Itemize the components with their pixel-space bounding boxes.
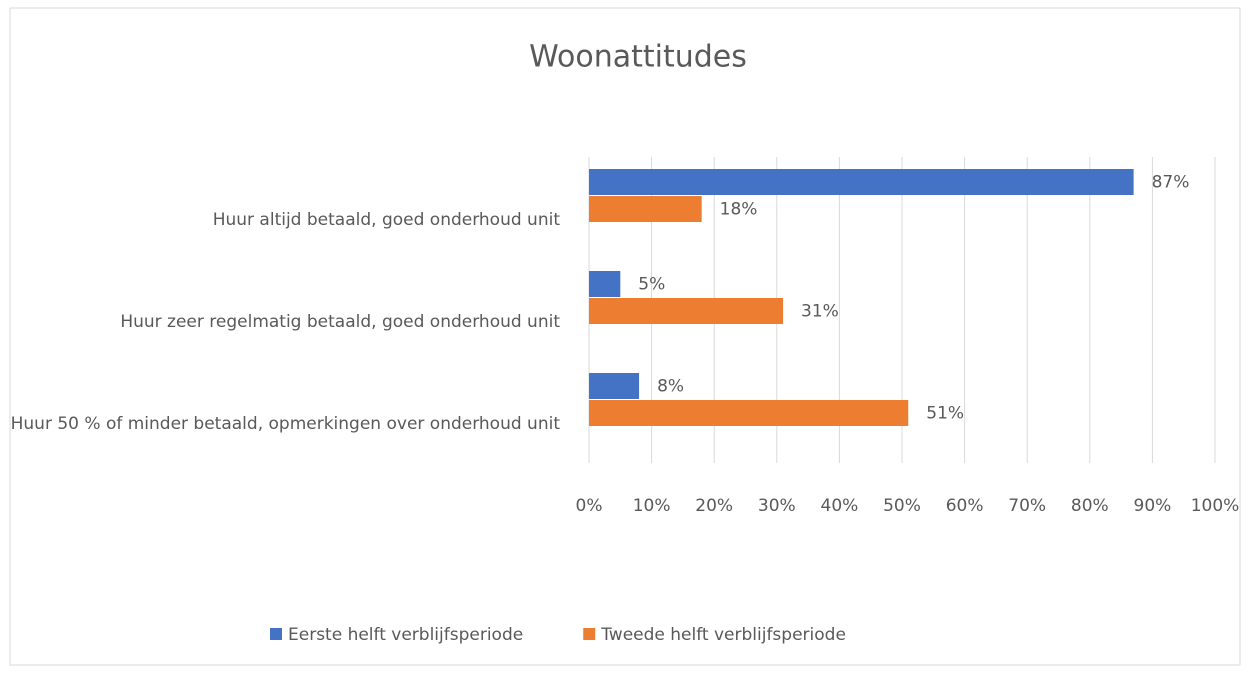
bar — [589, 400, 909, 426]
bar — [589, 169, 1134, 195]
x-tick-label: 70% — [1008, 496, 1046, 516]
chart-frame — [9, 7, 1241, 666]
x-tick-label: 80% — [1071, 496, 1109, 516]
chart-title: Woonattitudes — [529, 40, 747, 75]
bar — [589, 373, 640, 399]
legend-label: Eerste helft verblijfsperiode — [288, 625, 523, 645]
x-tick-label: 40% — [821, 496, 859, 516]
x-tick-label: 20% — [695, 496, 733, 516]
legend-label: Tweede helft verblijfsperiode — [600, 625, 846, 645]
bar — [589, 196, 702, 222]
bar — [589, 271, 621, 297]
x-tick-label: 100% — [1191, 496, 1240, 516]
y-tick-label: Huur zeer regelmatig betaald, goed onder… — [120, 312, 560, 332]
bar — [589, 298, 784, 324]
legend-swatch — [583, 628, 596, 640]
data-label: 8% — [657, 377, 684, 397]
y-tick-label: Huur 50 % of minder betaald, opmerkingen… — [11, 414, 561, 434]
data-label: 87% — [1152, 173, 1190, 193]
data-label: 51% — [926, 404, 964, 424]
legend-swatch — [270, 628, 282, 640]
x-tick-label: 10% — [633, 496, 671, 516]
y-tick-label: Huur altijd betaald, goed onderhoud unit — [213, 210, 561, 230]
x-tick-label: 60% — [946, 496, 984, 516]
x-tick-label: 50% — [883, 496, 921, 516]
x-tick-label: 0% — [576, 496, 603, 516]
data-label: 31% — [801, 302, 839, 322]
x-tick-label: 90% — [1134, 496, 1172, 516]
x-tick-label: 30% — [758, 496, 796, 516]
data-label: 18% — [720, 200, 758, 220]
data-label: 5% — [638, 275, 665, 295]
